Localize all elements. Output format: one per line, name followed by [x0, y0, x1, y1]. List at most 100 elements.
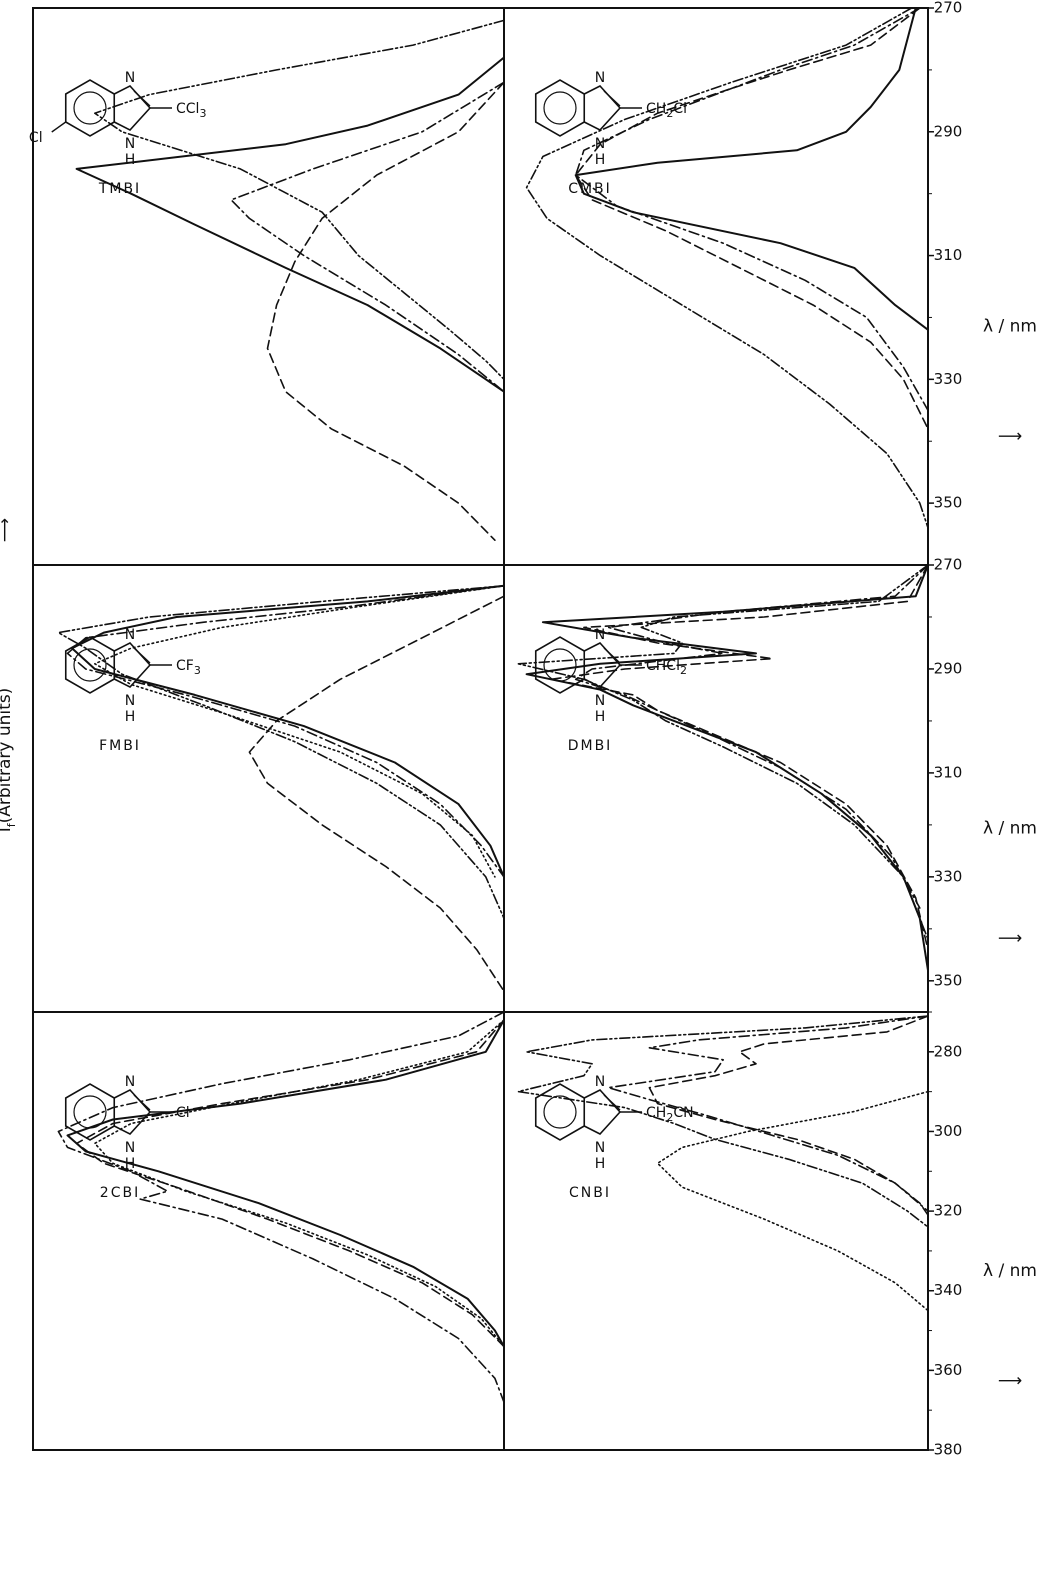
double-bond	[133, 1094, 151, 1111]
substituent-tmbi: CCl3	[176, 101, 206, 120]
series-cmbi-dash-1	[574, 7, 929, 430]
double-bond	[603, 1094, 621, 1111]
double-bond	[603, 647, 621, 664]
xaxis-cmbi: 270 290 310 330 350 λ / nm ⟶	[928, 0, 1037, 566]
series-fmbi-dashdot-3	[66, 585, 505, 878]
substituent-fmbi: CF3	[176, 658, 201, 677]
tick-label-cnbi-360: 360	[934, 1361, 963, 1379]
tick-label-cnbi-380: 380	[934, 1441, 963, 1459]
tick-label-cmbi-350: 350	[934, 494, 963, 512]
atom-NH-H: H	[125, 152, 136, 168]
ylabel-arrow-head: ⟶	[0, 518, 15, 542]
series-2cbi-solid-0	[66, 1019, 505, 1348]
atom-N: N	[595, 70, 605, 86]
panel-fmbi	[57, 584, 505, 992]
tick-label-cnbi-320: 320	[934, 1202, 963, 1220]
atom-NH-H: H	[595, 709, 606, 725]
compound-label-cmbi: CMBI	[568, 181, 612, 197]
panel-dmbi	[517, 564, 929, 972]
xlabel-arrow-dmbi: ⟶	[998, 929, 1022, 949]
svg-text:If(Arbitrary units): If(Arbitrary units)	[0, 688, 18, 833]
panels	[57, 7, 929, 1403]
tick-label-cmbi-290: 290	[934, 122, 963, 140]
tick-label-cmbi-330: 330	[934, 370, 963, 388]
series-dmbi-dash-1	[550, 564, 929, 951]
tick-label-dmbi-270: 270	[934, 556, 963, 574]
structures: NNHCH2ClCMBINNHCCl3ClTMBINNHCHCl2DMBINNH…	[29, 70, 694, 1201]
series-dmbi-solid-0	[525, 564, 929, 972]
tick-label-cnbi-300: 300	[934, 1122, 963, 1140]
compound-label-dmbi: DMBI	[568, 738, 613, 754]
aromatic-circle	[73, 648, 107, 682]
compound-label-tmbi: TMBI	[98, 181, 141, 197]
atom-NH-N: N	[125, 693, 135, 709]
tick-label-cnbi-280: 280	[934, 1042, 963, 1060]
atom-NH-N: N	[595, 693, 605, 709]
imidazole-bond-lower	[583, 107, 621, 131]
series-2cbi-dotted-2	[93, 1019, 505, 1348]
double-bond	[133, 647, 151, 664]
benzene-ring	[64, 1083, 116, 1141]
compound-label-2cbi: 2CBI	[100, 1185, 140, 1201]
series-fmbi-solid-0	[71, 584, 505, 878]
benzene-ring	[534, 79, 586, 137]
series-dmbi-dashdot-2	[574, 564, 929, 909]
aromatic-circle	[73, 91, 107, 125]
atom-N: N	[125, 70, 135, 86]
atom-NH-H: H	[125, 709, 136, 725]
series-cmbi-dashdot-2	[574, 7, 929, 412]
imidazole-bond-lower	[113, 664, 151, 688]
atom-NH-N: N	[125, 1140, 135, 1156]
series-cnbi-dashdot-1	[607, 1015, 929, 1212]
imidazole-bond-upper	[583, 642, 621, 666]
imidazole-bond-lower	[113, 107, 151, 131]
rotated-figure: 270 290 310 330 350 λ / nm ⟶ 270 290 310 330 350 λ /…	[0, 0, 1037, 1459]
chloro-bond	[51, 121, 67, 133]
atom-NH-N: N	[125, 136, 135, 152]
series-tmbi-dashdot-2	[230, 81, 505, 393]
imidazole-bond-lower	[583, 664, 621, 688]
series-fmbi-dotted-2	[93, 585, 505, 878]
tick-label-dmbi-290: 290	[934, 659, 963, 677]
ylabel-sub: f	[5, 822, 18, 827]
figure-frame	[32, 7, 929, 1451]
double-bond	[603, 90, 621, 107]
panel-tmbi	[75, 19, 505, 541]
panel-cnbi	[517, 1015, 929, 1312]
series-tmbi-dash-1	[266, 81, 505, 541]
xlabel-arrow-cmbi: ⟶	[998, 427, 1022, 447]
atom-N: N	[595, 1074, 605, 1090]
ylabel-I: I	[0, 827, 15, 832]
imidazole-bond-upper	[113, 1089, 151, 1113]
tick-label-dmbi-310: 310	[934, 763, 963, 781]
tick-label-dmbi-330: 330	[934, 867, 963, 885]
imidazole-bond-lower	[113, 1111, 151, 1135]
atom-NH-N: N	[595, 136, 605, 152]
panel-2cbi	[57, 1011, 505, 1403]
imidazole-bond-lower	[583, 1111, 621, 1135]
atom-N: N	[125, 627, 135, 643]
compound-label-fmbi: FMBI	[99, 738, 141, 754]
series-cnbi-dash-0	[648, 1015, 929, 1216]
series-2cbi-dash-1	[75, 1019, 505, 1348]
xaxis-dmbi: 270 290 310 330 350 λ / nm ⟶	[928, 556, 1037, 989]
series-cmbi-solid-0	[574, 7, 929, 331]
series-cnbi-dotted-3	[656, 1090, 929, 1312]
aromatic-circle	[543, 91, 577, 125]
xlabel-cnbi: λ / nm	[983, 1261, 1037, 1281]
series-fmbi-dashdotdot-4	[57, 585, 505, 920]
atom-NH-H: H	[595, 1156, 606, 1172]
xlabel-dmbi: λ / nm	[983, 819, 1037, 839]
atom-N: N	[595, 627, 605, 643]
atom-NH-H: H	[595, 152, 606, 168]
atom-NH-H: H	[125, 1156, 136, 1172]
double-bond	[133, 90, 151, 107]
xaxis-cnbi: 280 300 320 340 360 380 λ / nm ⟶	[928, 1011, 1037, 1459]
atom-N: N	[125, 1074, 135, 1090]
substituent-cmbi: CH2Cl	[646, 101, 687, 120]
aromatic-circle	[543, 1095, 577, 1129]
